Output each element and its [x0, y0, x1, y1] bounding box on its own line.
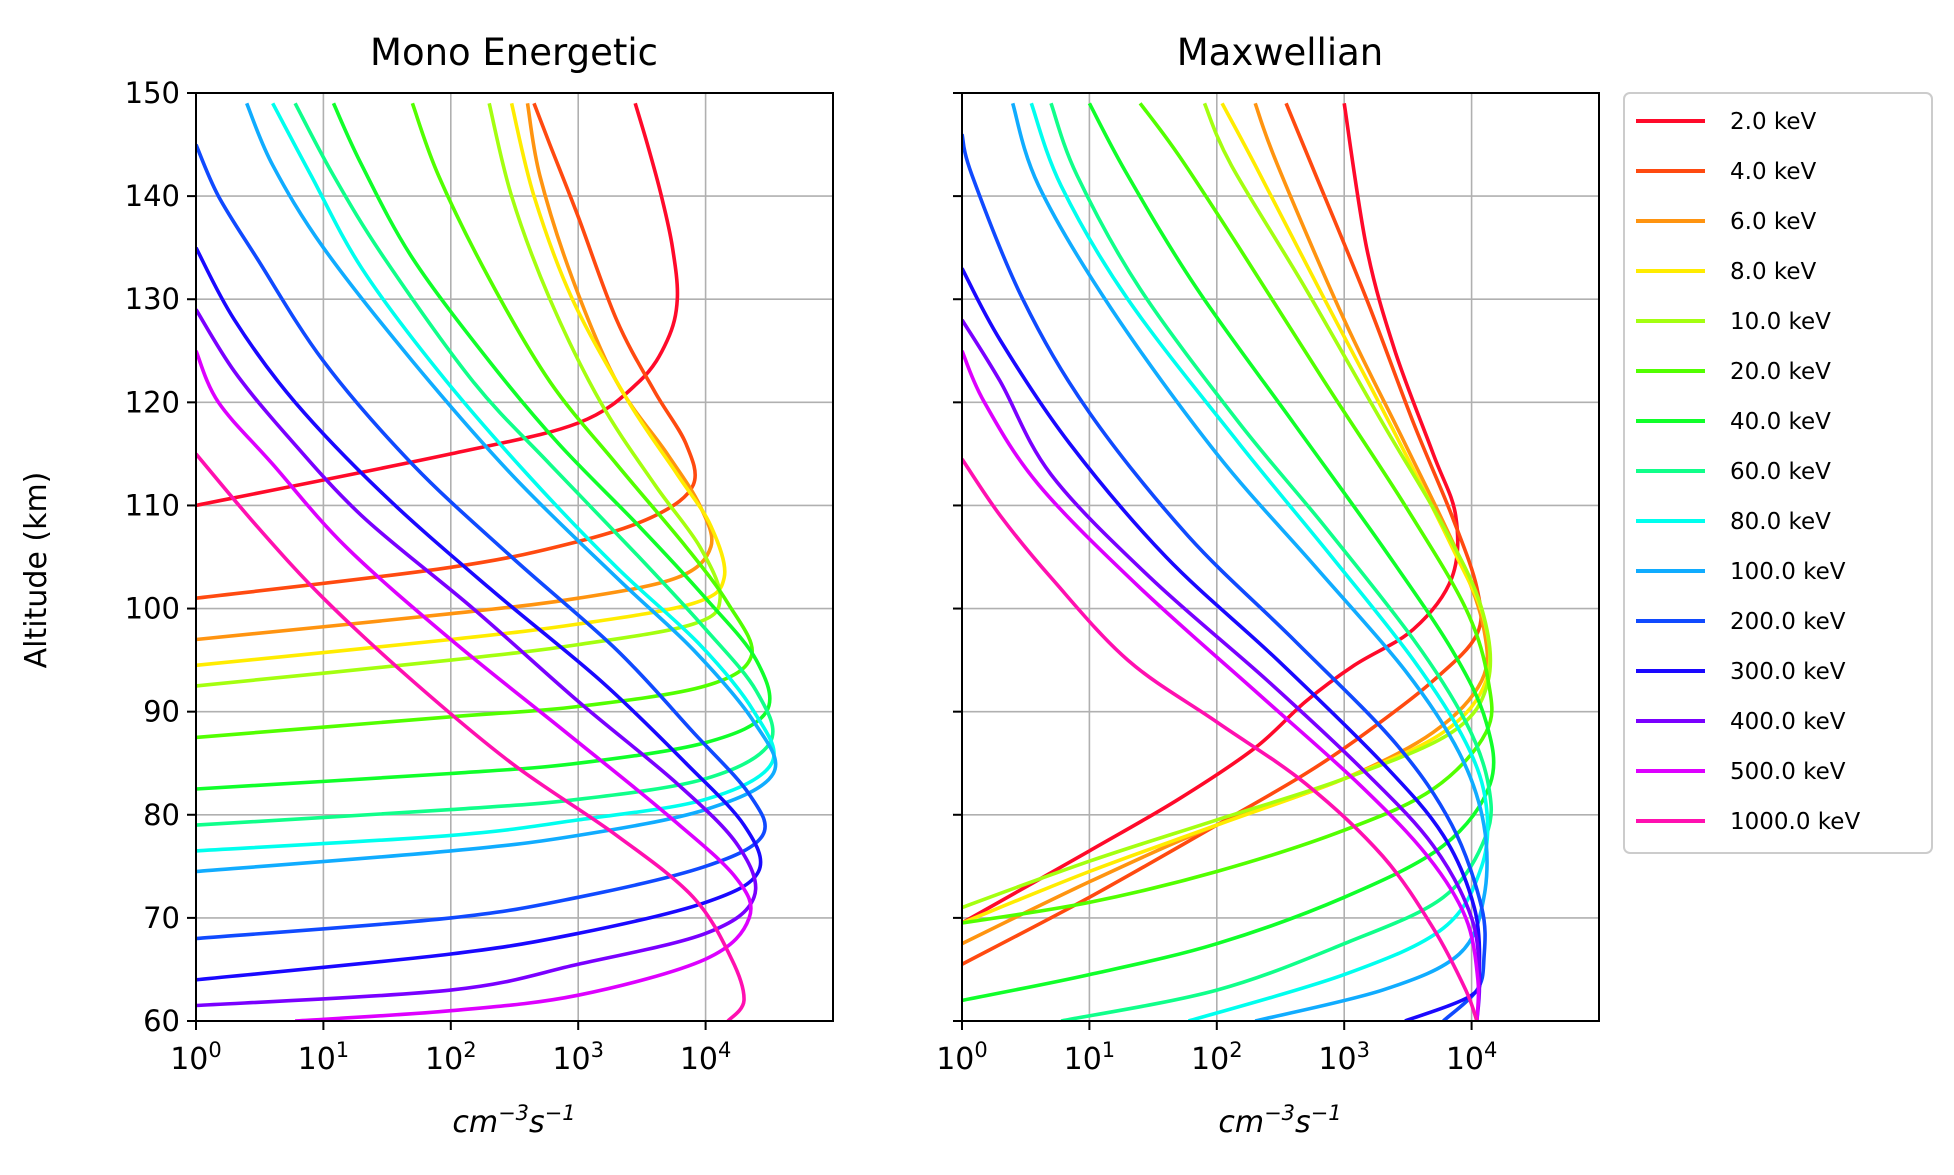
legend-label: 8.0 keV	[1730, 259, 1817, 285]
series-line-200-0-keV	[196, 143, 767, 941]
series-line-400-0-keV	[196, 308, 758, 1008]
series-line-80-0-keV	[196, 102, 776, 853]
panel1-title: Mono Energetic	[370, 31, 658, 74]
legend-label: 300.0 keV	[1730, 659, 1846, 685]
panel1-frame	[195, 92, 834, 1022]
series-line-2-0-keV	[196, 102, 680, 508]
panel1-lines	[196, 102, 778, 1021]
y-axis-label: Altitude (km)	[19, 472, 54, 669]
legend-frame	[1623, 92, 1933, 854]
x-tick-label: 103	[552, 1038, 604, 1077]
panel-maxwellian: 100 101 102 103 104 Maxwellian cm−3s−1	[936, 31, 1600, 1140]
series-line-20-0-keV	[962, 102, 1494, 925]
series-line-300-0-keV	[196, 246, 763, 982]
legend: 2.0 keV 4.0 keV 6.0 keV 8.0 keV 10.0 keV 20.0…	[1623, 92, 1933, 854]
x-tick-label: 101	[298, 1038, 350, 1077]
legend-label: 10.0 keV	[1730, 309, 1831, 335]
legend-label: 200.0 keV	[1730, 609, 1846, 635]
series-line-8-0-keV	[196, 102, 727, 668]
series-line-400-0-keV	[962, 318, 1482, 1021]
panel2-xticks: 100 101 102 103 104	[936, 1021, 1497, 1077]
x-tick-label: 100	[936, 1038, 988, 1077]
legend-label: 4.0 keV	[1730, 159, 1817, 185]
x-tick-label: 102	[1191, 1038, 1243, 1077]
legend-label: 100.0 keV	[1730, 559, 1846, 585]
y-tick-label: 140	[125, 179, 180, 213]
y-tick-label: 110	[125, 488, 180, 522]
series-line-6-0-keV	[962, 102, 1490, 946]
y-tick-label: 100	[125, 592, 180, 626]
series-line-60-0-keV	[1049, 102, 1494, 1021]
series-line-10-0-keV	[196, 102, 722, 688]
x-tick-label: 103	[1318, 1038, 1370, 1077]
legend-label: 500.0 keV	[1730, 759, 1846, 785]
series-line-4-0-keV	[196, 102, 697, 600]
panel2-yticks	[953, 92, 962, 1022]
series-line-60-0-keV	[196, 102, 775, 827]
panel2-title: Maxwellian	[1177, 31, 1383, 74]
y-tick-label: 130	[125, 282, 180, 316]
legend-label: 1000.0 keV	[1730, 809, 1860, 835]
y-tick-label: 90	[143, 695, 180, 729]
panel1-xticks: 100 101 102 103 104	[170, 1021, 731, 1077]
legend-label: 20.0 keV	[1730, 359, 1831, 385]
legend-label: 40.0 keV	[1730, 409, 1831, 435]
legend-label: 60.0 keV	[1730, 459, 1831, 485]
x-tick-label: 102	[425, 1038, 477, 1077]
panel2-frame	[961, 92, 1600, 1022]
series-line-10-0-keV	[962, 102, 1493, 910]
y-tick-label: 150	[125, 76, 180, 110]
x-tick-label: 104	[1446, 1038, 1498, 1077]
series-line-500-0-keV	[196, 350, 753, 1021]
series-line-2-0-keV	[962, 103, 1460, 925]
panel2-lines	[962, 102, 1496, 1021]
legend-label: 400.0 keV	[1730, 709, 1846, 735]
legend-label: 2.0 keV	[1730, 109, 1817, 135]
x-tick-label: 100	[170, 1038, 222, 1077]
legend-label: 80.0 keV	[1730, 509, 1831, 535]
y-tick-label: 60	[143, 1004, 180, 1038]
legend-label: 6.0 keV	[1730, 209, 1817, 235]
x-tick-label: 101	[1064, 1038, 1116, 1077]
panel1-yticks: 60 70 80 90 100 110 120 130 140 150	[125, 76, 196, 1038]
series-line-40-0-keV	[196, 102, 772, 791]
series-line-20-0-keV	[196, 102, 754, 740]
y-tick-label: 70	[143, 901, 180, 935]
series-line-80-0-keV	[1029, 102, 1490, 1021]
series-line-200-0-keV	[962, 133, 1487, 1021]
y-tick-label: 80	[143, 798, 180, 832]
y-tick-label: 120	[125, 385, 180, 419]
series-line-500-0-keV	[962, 350, 1481, 1021]
panel2-x-axis-label: cm−3s−1	[1218, 1101, 1341, 1140]
series-line-100-0-keV	[196, 102, 778, 874]
series-line-1000-0-keV	[196, 452, 746, 1021]
series-line-1000-0-keV	[962, 457, 1479, 1021]
panel1-x-axis-label: cm−3s−1	[452, 1101, 575, 1140]
series-line-40-0-keV	[962, 102, 1496, 1003]
x-tick-label: 104	[680, 1038, 732, 1077]
